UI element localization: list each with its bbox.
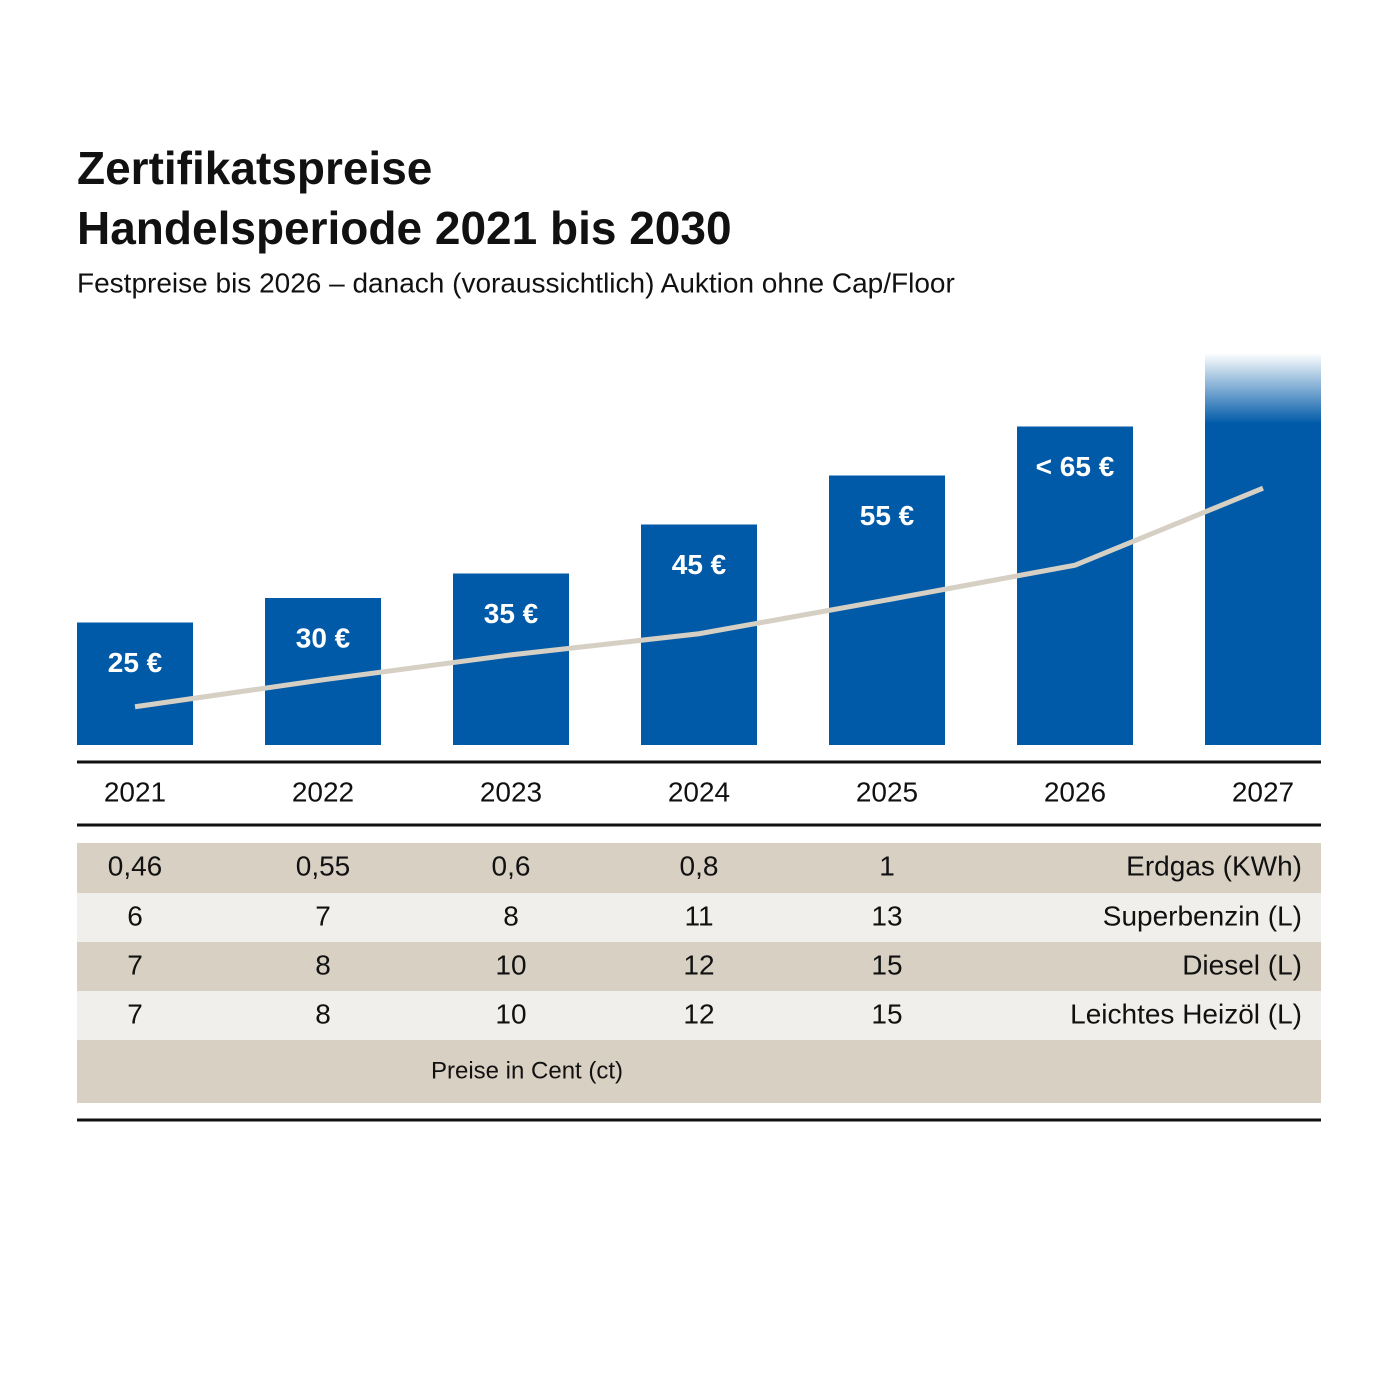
table-cell: 12: [683, 949, 714, 980]
table-cell: 12: [683, 998, 714, 1029]
table-cell: 13: [871, 900, 902, 931]
row-label: Leichtes Heizöl (L): [1070, 998, 1302, 1029]
value-label: 30 €: [296, 622, 351, 653]
value-label: < 65 €: [1036, 451, 1115, 482]
table-cell: 8: [315, 998, 331, 1029]
table-cell: 11: [684, 900, 713, 931]
table-cell: 7: [127, 949, 143, 980]
bar: [77, 622, 193, 745]
table-cell: 0,55: [296, 850, 351, 881]
value-label: 25 €: [108, 647, 163, 678]
x-tick-label: 2022: [292, 776, 354, 807]
table-row-bg: [77, 843, 1321, 893]
table-cell: 1: [879, 850, 895, 881]
x-tick-label: 2023: [480, 776, 542, 807]
table-footer: Preise in Cent (ct): [431, 1057, 623, 1084]
table-row-bg: [77, 942, 1321, 991]
x-tick-label: 2021: [104, 776, 166, 807]
table-cell: 10: [495, 949, 526, 980]
value-label: 35 €: [484, 598, 539, 629]
bar: [829, 475, 945, 745]
bar: [1205, 353, 1321, 745]
table-row-bg: [77, 1040, 1321, 1103]
row-label: Erdgas (KWh): [1126, 850, 1302, 881]
table-cell: 8: [315, 949, 331, 980]
table-cell: 7: [315, 900, 331, 931]
table-cell: 0,46: [108, 850, 163, 881]
x-tick-label: 2024: [668, 776, 730, 807]
row-label: Diesel (L): [1182, 949, 1302, 980]
table-cell: 15: [871, 949, 902, 980]
table-cell: 8: [503, 900, 519, 931]
value-label: 55 €: [860, 500, 915, 531]
table-row-bg: [77, 893, 1321, 942]
chart-title: Zertifikatspreise: [77, 142, 432, 194]
row-label: Superbenzin (L): [1103, 900, 1302, 931]
x-tick-label: 2026: [1044, 776, 1106, 807]
table-cell: 7: [127, 998, 143, 1029]
table-row-bg: [77, 991, 1321, 1040]
table-cell: 0,6: [492, 850, 531, 881]
table-cell: 15: [871, 998, 902, 1029]
chart-title: Handelsperiode 2021 bis 2030: [77, 202, 732, 254]
table-cell: 0,8: [680, 850, 719, 881]
x-tick-label: 2027: [1232, 776, 1294, 807]
bar: [265, 598, 381, 745]
bar: [1017, 426, 1133, 745]
value-label: 45 €: [672, 549, 727, 580]
chart-subtitle: Festpreise bis 2026 – danach (voraussich…: [77, 267, 955, 298]
table-cell: 10: [495, 998, 526, 1029]
table-cell: 6: [127, 900, 143, 931]
line: [134, 485, 1264, 710]
x-tick-label: 2025: [856, 776, 918, 807]
